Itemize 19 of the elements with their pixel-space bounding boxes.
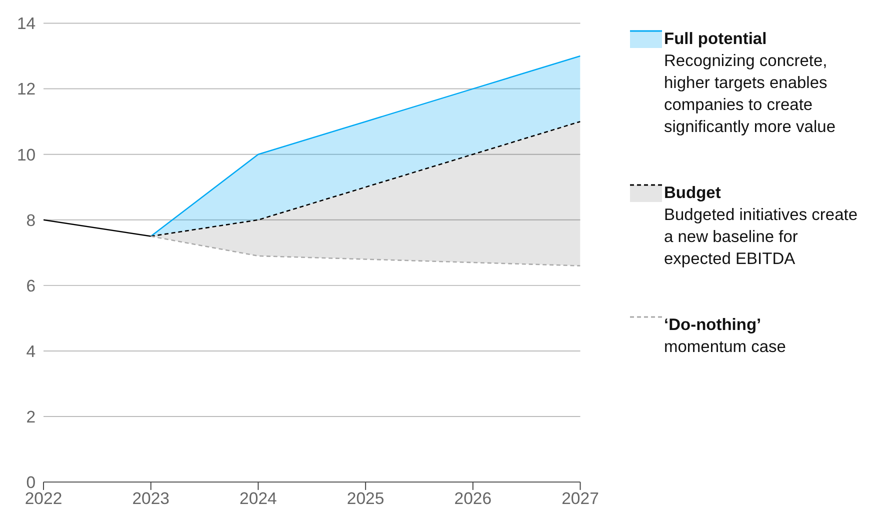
legend-label: Full potential	[664, 29, 768, 50]
text: Recognizing concrete, higher targets enables companies to create significantly more value	[664, 51, 836, 138]
x-tick-label: 2024	[240, 488, 277, 508]
x-tick-label: 2026	[454, 488, 492, 508]
y-tick-label: 8	[26, 210, 36, 230]
y-tick-label: 12	[16, 80, 36, 99]
legend-label: ‘Do-nothing’	[664, 315, 762, 336]
y-tick-label: 4	[26, 342, 36, 361]
y-tick-label: 14	[16, 14, 36, 34]
y-tick-label: 6	[26, 276, 36, 296]
y-tick-label: 10	[16, 145, 36, 164]
x-tick-label: 2023	[132, 488, 170, 508]
x-tick-label: 2025	[346, 488, 384, 508]
legend-label: Budget	[664, 183, 722, 204]
y-tick-label: 2	[26, 407, 36, 426]
x-tick-label: 2027	[562, 488, 599, 508]
line-series	[150, 236, 580, 266]
text: Budgeted initiatives create a new baseline for expected EBITDA	[664, 205, 859, 270]
text: momentum case	[664, 337, 787, 358]
